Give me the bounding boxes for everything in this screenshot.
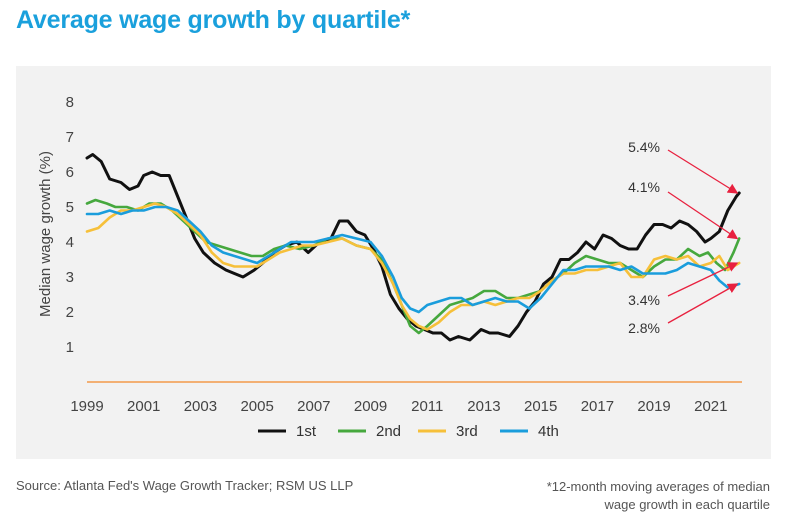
annotation-label-2nd: 4.1% xyxy=(628,179,660,195)
x-tick-label: 2003 xyxy=(184,398,217,415)
x-tick-label: 2001 xyxy=(127,398,160,415)
footnote-line-1: *12-month moving averages of median xyxy=(546,479,770,494)
legend-label-4th: 4th xyxy=(538,423,559,440)
y-tick-label: 4 xyxy=(66,234,74,251)
chart-panel xyxy=(16,66,771,459)
x-tick-label: 2009 xyxy=(354,398,387,415)
annotation-arrow-4th xyxy=(667,283,739,324)
y-tick-label: 7 xyxy=(66,129,74,146)
line-chart: 1 2 3 4 5 6 7 8 Median wage growth (%) 1999 2001 20… xyxy=(37,94,742,440)
y-tick-label: 1 xyxy=(66,339,74,356)
y-tick-label: 5 xyxy=(66,199,74,216)
x-tick-label: 2021 xyxy=(694,398,727,415)
y-tick-label: 3 xyxy=(66,269,74,286)
y-axis-title: Median wage growth (%) xyxy=(37,151,54,317)
page-title: Average wage growth by quartile* xyxy=(16,6,411,34)
y-tick-label: 8 xyxy=(66,94,74,111)
x-tick-label: 2019 xyxy=(637,398,670,415)
y-tick-label: 6 xyxy=(66,164,74,181)
legend-label-1st: 1st xyxy=(296,423,317,440)
source-note: Source: Atlanta Fed's Wage Growth Tracke… xyxy=(16,478,354,493)
legend-label-2nd: 2nd xyxy=(376,423,401,440)
x-tick-label: 2015 xyxy=(524,398,557,415)
x-tick-label: 2005 xyxy=(240,398,273,415)
annotation-arrow-2nd xyxy=(667,191,739,240)
annotation-arrow-1st xyxy=(667,149,739,194)
x-tick-label: 2011 xyxy=(411,398,443,415)
annotation-label-3rd: 3.4% xyxy=(628,292,660,308)
footnote: *12-month moving averages of median wage… xyxy=(470,478,770,514)
x-tick-label: 2007 xyxy=(297,398,330,415)
y-tick-label: 2 xyxy=(66,304,74,321)
annotation-label-4th: 2.8% xyxy=(628,320,660,336)
x-tick-label: 1999 xyxy=(70,398,103,415)
annotation-arrow-3rd xyxy=(667,262,739,297)
legend-label-3rd: 3rd xyxy=(456,423,478,440)
series-line-4th xyxy=(85,205,741,314)
annotation-label-1st: 5.4% xyxy=(628,139,660,155)
x-tick-label: 2013 xyxy=(467,398,500,415)
footnote-line-2: wage growth in each quartile xyxy=(604,497,771,512)
x-tick-label: 2017 xyxy=(581,398,614,415)
series-line-3rd xyxy=(85,202,741,331)
